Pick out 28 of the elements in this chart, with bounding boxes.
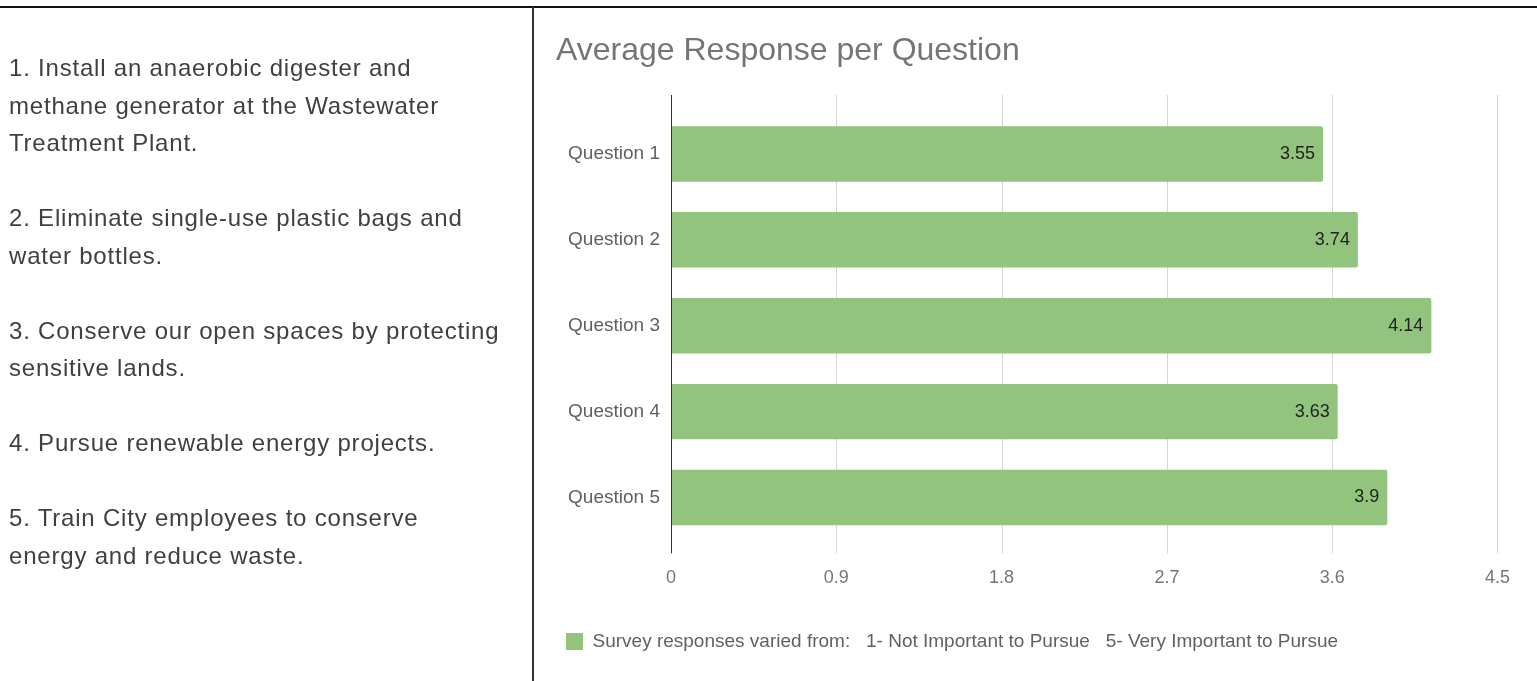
text: 5. Train City employees to conserve energy and reduce waste. bbox=[9, 503, 420, 571]
y-tick-label: Question 1 bbox=[568, 142, 660, 164]
data-label: 4.14 bbox=[1388, 314, 1424, 335]
bar bbox=[671, 212, 1358, 268]
bar bbox=[671, 298, 1432, 354]
data-label: 3.9 bbox=[1354, 486, 1380, 507]
bar bbox=[671, 383, 1338, 440]
bar bbox=[671, 469, 1388, 526]
x-tick-label: 0.9 bbox=[823, 567, 849, 588]
data-label: 3.63 bbox=[1294, 400, 1330, 421]
bar bbox=[671, 126, 1324, 182]
chart-title: Average Response per Question bbox=[556, 31, 1020, 68]
x-tick-label: 0 bbox=[665, 567, 677, 588]
text: 1. Install an anaerobic digester and methane generator at the Wastewater Treatment Plant. bbox=[9, 53, 440, 158]
data-label: 3.74 bbox=[1314, 228, 1350, 249]
y-tick-label: Question 3 bbox=[568, 313, 660, 335]
y-tick-label: Question 5 bbox=[568, 485, 660, 507]
y-tick-label: Question 4 bbox=[568, 399, 661, 421]
text: 3. Conserve our open spaces by protecting sensitive lands. bbox=[9, 315, 501, 383]
text: 2. Eliminate single-use plastic bags and water bottles. bbox=[9, 203, 464, 271]
text: 4. Pursue renewable energy projects. bbox=[9, 428, 437, 458]
data-label: 3.55 bbox=[1279, 142, 1316, 163]
x-tick-label: 1.8 bbox=[989, 567, 1015, 588]
x-tick-label: 4.5 bbox=[1484, 567, 1510, 588]
y-tick-label: Question 2 bbox=[568, 228, 660, 250]
x-tick-label: 3.6 bbox=[1319, 567, 1345, 588]
legend-label: Survey responses varied from: 1- Not Important to Pursue 5- Very Important to Pursue bbox=[592, 629, 1339, 651]
x-tick-label: 2.7 bbox=[1154, 567, 1180, 588]
